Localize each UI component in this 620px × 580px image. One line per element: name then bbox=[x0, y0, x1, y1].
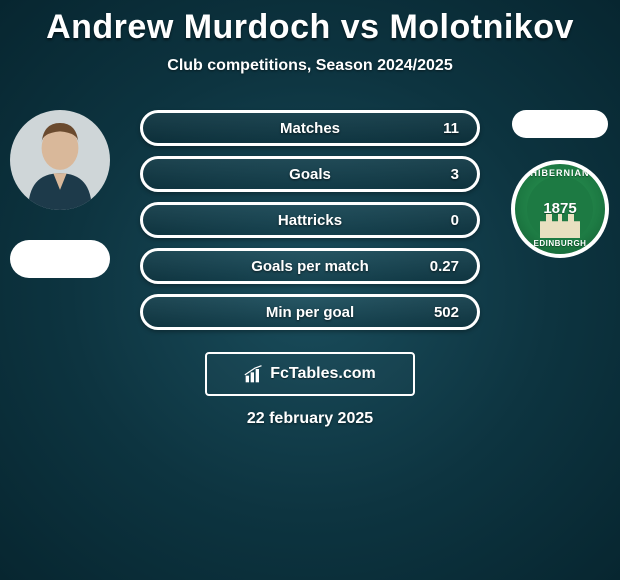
page-subtitle: Club competitions, Season 2024/2025 bbox=[0, 57, 620, 75]
player-right-club-badge: HIBERNIAN 1875 EDINBURGH bbox=[511, 160, 609, 258]
comparison-area: HIBERNIAN 1875 EDINBURGH Matches 11 Goal… bbox=[0, 110, 620, 340]
stat-label: Matches bbox=[143, 120, 477, 137]
badge-bottom-text: EDINBURGH bbox=[515, 239, 605, 248]
player-left-column bbox=[0, 110, 120, 278]
stat-label: Min per goal bbox=[143, 304, 477, 321]
stat-row-goals-per-match: Goals per match 0.27 bbox=[140, 248, 480, 284]
badge-top-text: HIBERNIAN bbox=[515, 168, 605, 178]
stat-rows: Matches 11 Goals 3 Hattricks 0 Goals per… bbox=[140, 110, 480, 340]
stat-row-goals: Goals 3 bbox=[140, 156, 480, 192]
stat-label: Goals per match bbox=[143, 258, 477, 275]
stat-label: Goals bbox=[143, 166, 477, 183]
stat-row-hattricks: Hattricks 0 bbox=[140, 202, 480, 238]
avatar-placeholder-icon bbox=[14, 118, 106, 210]
stat-row-matches: Matches 11 bbox=[140, 110, 480, 146]
brand-text: FcTables.com bbox=[270, 365, 376, 383]
brand-link[interactable]: FcTables.com bbox=[205, 352, 415, 396]
player-right-club-pill bbox=[512, 110, 608, 138]
player-right-column: HIBERNIAN 1875 EDINBURGH bbox=[500, 110, 620, 258]
player-left-avatar bbox=[10, 110, 110, 210]
page-title: Andrew Murdoch vs Molotnikov bbox=[0, 0, 620, 47]
bar-chart-icon bbox=[244, 364, 264, 384]
footer-date: 22 february 2025 bbox=[0, 410, 620, 428]
badge-castle-icon bbox=[540, 214, 580, 238]
player-left-club-pill bbox=[10, 240, 110, 278]
stat-row-min-per-goal: Min per goal 502 bbox=[140, 294, 480, 330]
stat-label: Hattricks bbox=[143, 212, 477, 229]
